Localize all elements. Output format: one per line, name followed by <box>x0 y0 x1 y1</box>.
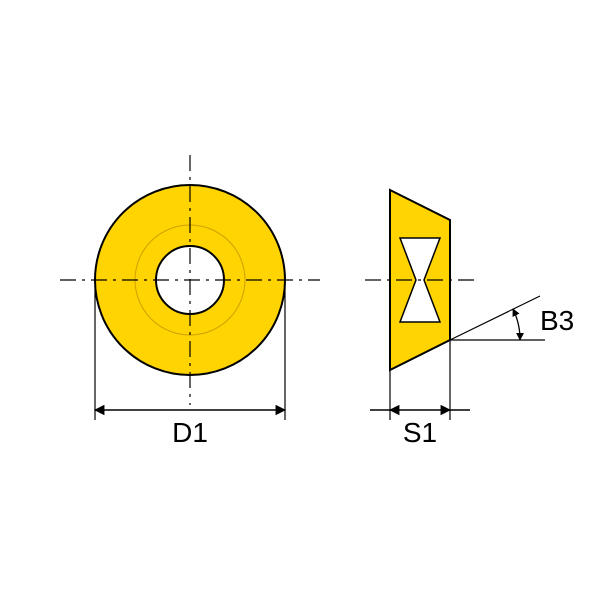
side-view: S1 B3 <box>365 190 574 448</box>
label-s1: S1 <box>403 417 437 448</box>
front-view: D1 <box>60 155 320 448</box>
technical-diagram: D1 S1 B3 <box>0 0 600 600</box>
label-d1: D1 <box>172 417 208 448</box>
label-b3: B3 <box>540 305 574 336</box>
